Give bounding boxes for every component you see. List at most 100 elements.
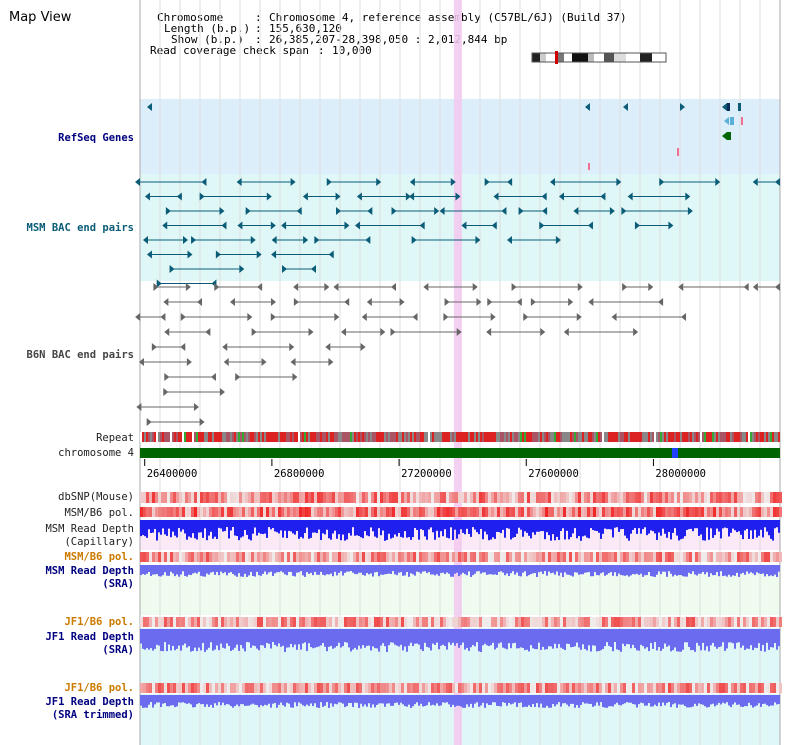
jf1-trim-depth-bar — [150, 695, 152, 703]
msm-pol-cell — [509, 507, 512, 517]
msm-cap-depth-bar — [422, 520, 424, 531]
dbsnp-cell — [455, 492, 458, 503]
jf1-sra-depth-bar — [346, 629, 348, 643]
msm-cap-depth-bar — [558, 520, 560, 540]
jf1-trim-depth-bar — [262, 695, 264, 707]
jf1-sra-depth-bar — [204, 629, 206, 652]
repeat-block — [240, 432, 242, 442]
msm-pol-cell — [575, 507, 578, 517]
msm-cap-depth-bar — [378, 520, 380, 529]
feature-arrow — [201, 178, 207, 186]
jf1-pol2-cell — [374, 683, 377, 693]
jf1-trim-depth-bar — [762, 695, 764, 705]
msm-cap-depth-bar — [708, 520, 710, 540]
repeat-block — [200, 432, 202, 442]
feature-arrow — [183, 236, 189, 244]
jf1-trim-depth-bar — [402, 695, 404, 705]
dbsnp-cell — [362, 492, 365, 503]
jf1-trim-depth-bar — [672, 695, 674, 705]
msm-cap-depth-bar — [216, 520, 218, 539]
msm-pol2-cell — [365, 552, 368, 562]
jf1-trim-depth-bar — [252, 695, 254, 704]
feature-arrow — [197, 298, 203, 306]
msm-sra-depth-bar — [736, 565, 738, 573]
jf1-pol-cell — [641, 617, 644, 627]
repeat-block — [280, 432, 282, 442]
feature-arrow — [191, 236, 197, 244]
jf1-pol-cell — [350, 617, 353, 627]
jf1-trim-depth-bar — [624, 695, 626, 704]
dbsnp-cell — [686, 492, 689, 503]
jf1-pol-cell — [482, 617, 485, 627]
dbsnp-cell — [269, 492, 272, 503]
msm-cap-depth-bar — [678, 520, 680, 541]
jf1-pol-cell — [680, 617, 683, 627]
jf1-trim-depth-bar — [212, 695, 214, 708]
jf1-pol-cell — [386, 617, 389, 627]
jf1-sra-depth-bar — [758, 629, 760, 644]
dbsnp-cell — [644, 492, 647, 503]
msm-pol2-cell — [332, 552, 335, 562]
dbsnp-cell — [443, 492, 446, 503]
msm-sra-depth-bar — [694, 565, 696, 575]
jf1-trim-depth-bar — [506, 695, 508, 706]
jf1-trim-depth-bar — [574, 695, 576, 708]
jf1-sra-depth-bar — [216, 629, 218, 646]
msm-sra-depth-bar — [570, 565, 572, 576]
msm-pol2-cell — [725, 552, 728, 562]
jf1-trim-depth-bar — [278, 695, 280, 705]
jf1-sra-depth-bar — [652, 629, 654, 649]
jf1-pol2-cell — [689, 683, 692, 693]
jf1-sra-depth-bar — [576, 629, 578, 643]
msm-cap-depth-bar — [590, 520, 592, 529]
msm-sra-depth-bar — [298, 565, 300, 573]
msm-cap-depth-bar — [326, 520, 328, 530]
jf1-trim-depth-bar — [392, 695, 394, 706]
feature-arrow — [611, 313, 617, 321]
jf1-sra-depth-bar — [356, 629, 358, 650]
msm-cap-depth-bar — [454, 520, 456, 530]
jf1-pol-cell — [479, 617, 482, 627]
jf1-pol-cell — [203, 617, 206, 627]
gene-block — [588, 163, 590, 170]
jf1-trim-depth-bar — [272, 695, 274, 704]
repeat-block — [580, 432, 582, 442]
jf1-trim-depth-bar — [536, 695, 538, 704]
repeat-block — [416, 432, 418, 442]
jf1-pol-cell — [302, 617, 305, 627]
feature-arrow — [391, 207, 397, 215]
dbsnp-cell — [140, 492, 143, 503]
msm-cap-depth-bar — [710, 520, 712, 529]
highlight-band — [453, 0, 462, 745]
msm-cap-depth-bar — [662, 520, 664, 529]
ideogram-position-marker — [555, 51, 558, 64]
repeat-block — [648, 432, 650, 442]
jf1-pol-cell — [428, 617, 431, 627]
feature-arrow — [256, 250, 262, 259]
jf1-sra-depth-bar — [364, 629, 366, 648]
msm-sra-depth-bar — [278, 565, 280, 573]
jf1-pol2-cell — [662, 683, 665, 693]
jf1-trim-depth-bar — [210, 695, 212, 705]
jf1-trim-depth-bar — [680, 695, 682, 705]
jf1-pol2-cell — [254, 683, 257, 693]
msm-cap-depth-bar — [560, 520, 562, 531]
jf1-trim-depth-bar — [702, 695, 704, 705]
jf1-pol-cell — [170, 617, 173, 627]
jf1-sra-depth-bar — [540, 629, 542, 650]
repeat-block — [490, 432, 492, 442]
jf1-pol2-cell — [461, 683, 464, 693]
msm-cap-depth-bar — [264, 520, 266, 534]
msm-sra-depth-bar — [208, 565, 210, 575]
msm-sra-depth-bar — [308, 565, 310, 574]
jf1-sra-depth-bar — [476, 629, 478, 643]
repeat-block — [502, 432, 504, 442]
repeat-block — [310, 432, 312, 442]
feature-arrow — [271, 250, 277, 259]
msm-sra-depth-bar — [628, 565, 630, 577]
msm-b6-pol-label-2: MSM/B6 pol. — [64, 551, 134, 563]
msm-sra-depth-bar — [638, 565, 640, 575]
jf1-pol-cell — [335, 617, 338, 627]
